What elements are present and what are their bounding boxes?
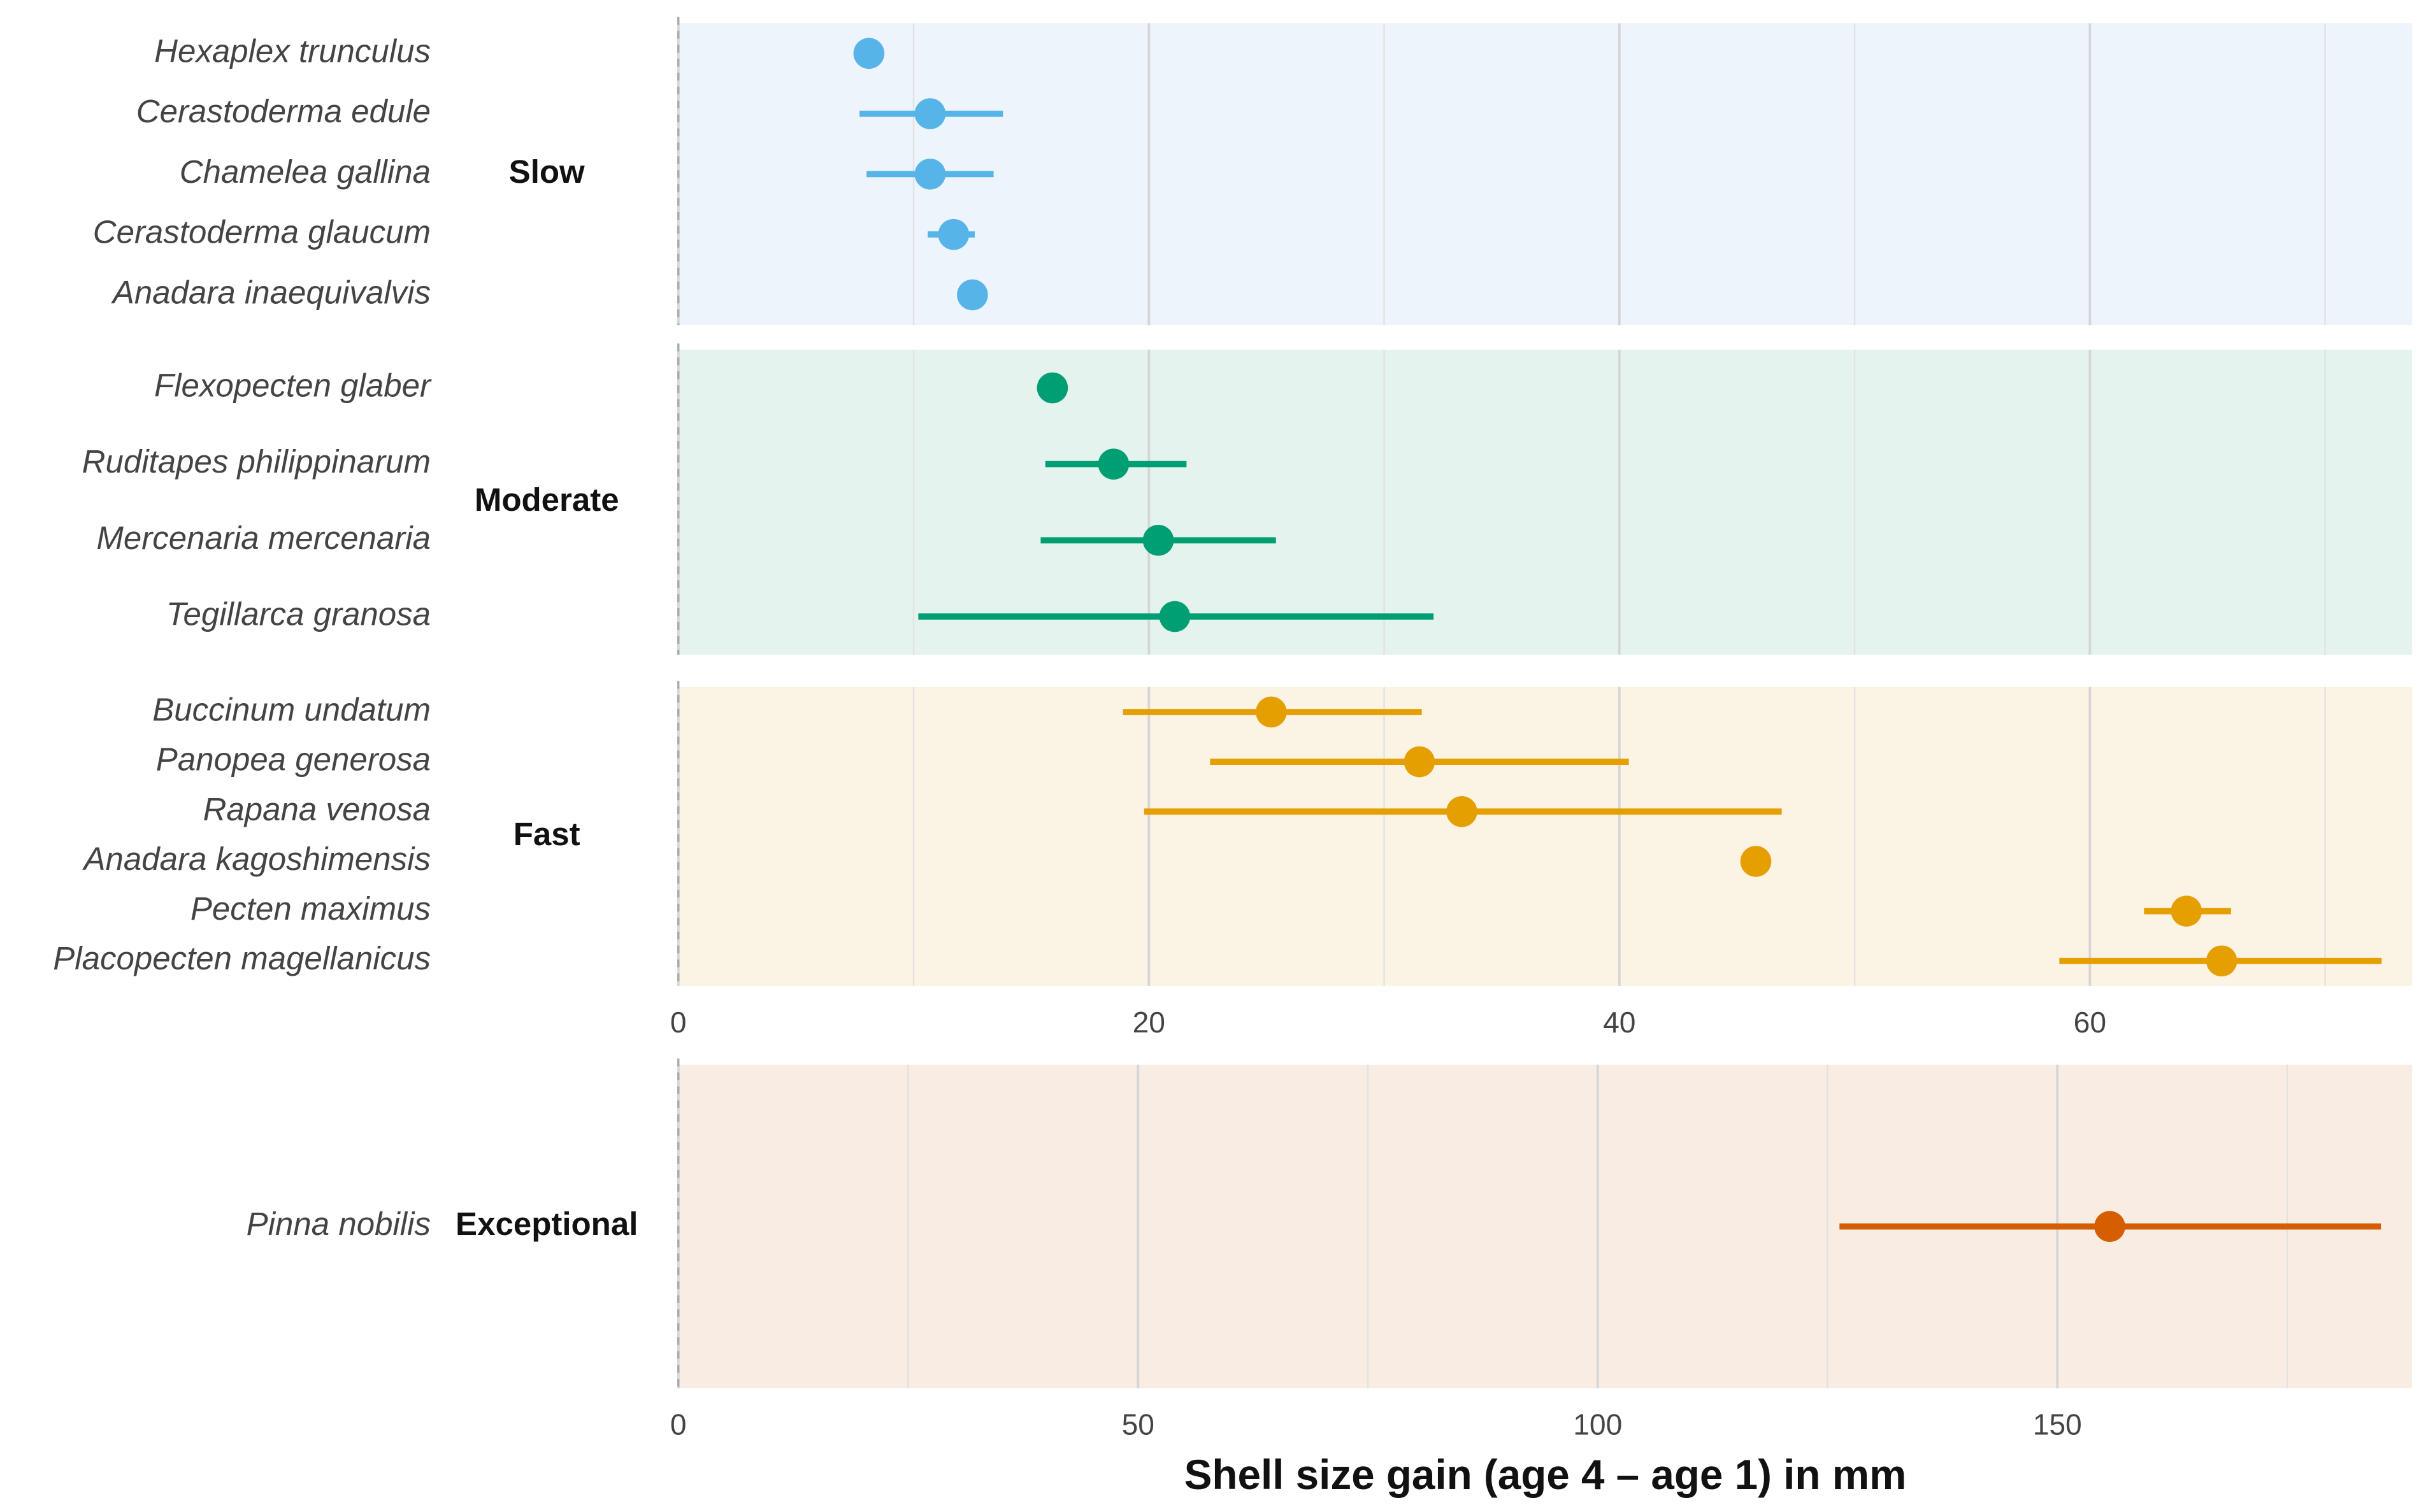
species-label: Panopea generosa [156,741,431,778]
point [853,38,885,69]
species-label: Tegillarca granosa [166,596,431,632]
x-tick-label: 0 [670,1006,687,1039]
species-label: Anadara inaequivalvis [111,274,431,310]
species-label: Cerastoderma glaucum [93,214,431,250]
point [2094,1211,2125,1242]
point [914,98,946,129]
point [2206,945,2238,977]
point [1404,746,1435,778]
x-tick-label: 0 [670,1408,687,1441]
species-label: Pecten maximus [190,890,431,927]
x-tick-label: 40 [1603,1006,1635,1039]
species-label: Ruditapes philippinarum [82,443,431,480]
species-label: Rapana venosa [203,791,431,827]
x-tick-label: 20 [1133,1006,1165,1039]
point [1446,795,1477,827]
x-tick-label: 150 [2033,1408,2082,1441]
point [1256,696,1287,728]
point [2171,895,2202,927]
species-label: Mercenaria mercenaria [96,520,431,556]
panel-background [678,687,2413,986]
point [1740,846,1772,877]
x-tick-label: 60 [2074,1006,2106,1039]
x-tick-label: 100 [1573,1408,1622,1441]
species-label: Hexaplex trunculus [154,32,431,69]
group-label: Moderate [475,481,619,518]
species-label: Cerastoderma edule [136,93,431,129]
species-label: Flexopecten glaber [154,367,432,403]
species-label: Pinna nobilis [247,1206,431,1242]
point [1159,601,1191,632]
point [914,159,946,190]
x-axis-title: Shell size gain (age 4 – age 1) in mm [1184,1451,1907,1498]
point [938,218,970,250]
point [1098,448,1130,480]
group-label: Exceptional [456,1206,638,1242]
x-tick-label: 50 [1122,1408,1154,1441]
point [957,279,988,311]
species-label: Placopecten magellanicus [53,940,431,976]
panel-background [678,350,2413,655]
point [1142,525,1174,556]
group-label: Fast [514,816,580,852]
species-label: Anadara kagoshimensis [82,841,430,877]
species-label: Buccinum undatum [152,691,431,727]
point [1037,372,1068,404]
group-label: Slow [509,153,585,190]
species-label: Chamelea gallina [180,153,431,190]
